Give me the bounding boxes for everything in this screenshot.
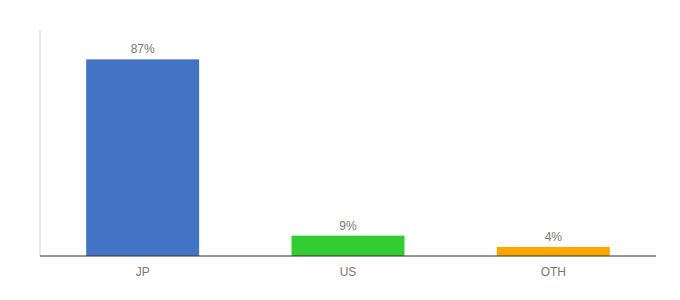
x-axis-line [40, 255, 656, 256]
chart-svg: 87% 9% 4% JP US OTH [0, 0, 680, 300]
bar [292, 236, 405, 256]
chart-container: 87% 9% 4% JP US OTH [0, 0, 680, 300]
bar [86, 59, 199, 256]
bars [86, 59, 610, 256]
x-tick-label: OTH [541, 265, 566, 279]
y-axis-line [40, 30, 41, 256]
x-tick-label: US [340, 265, 357, 279]
data-label: 9% [339, 219, 357, 233]
data-label: 87% [131, 42, 155, 56]
bar [497, 247, 610, 256]
data-label: 4% [545, 230, 563, 244]
x-tick-label: JP [136, 265, 150, 279]
